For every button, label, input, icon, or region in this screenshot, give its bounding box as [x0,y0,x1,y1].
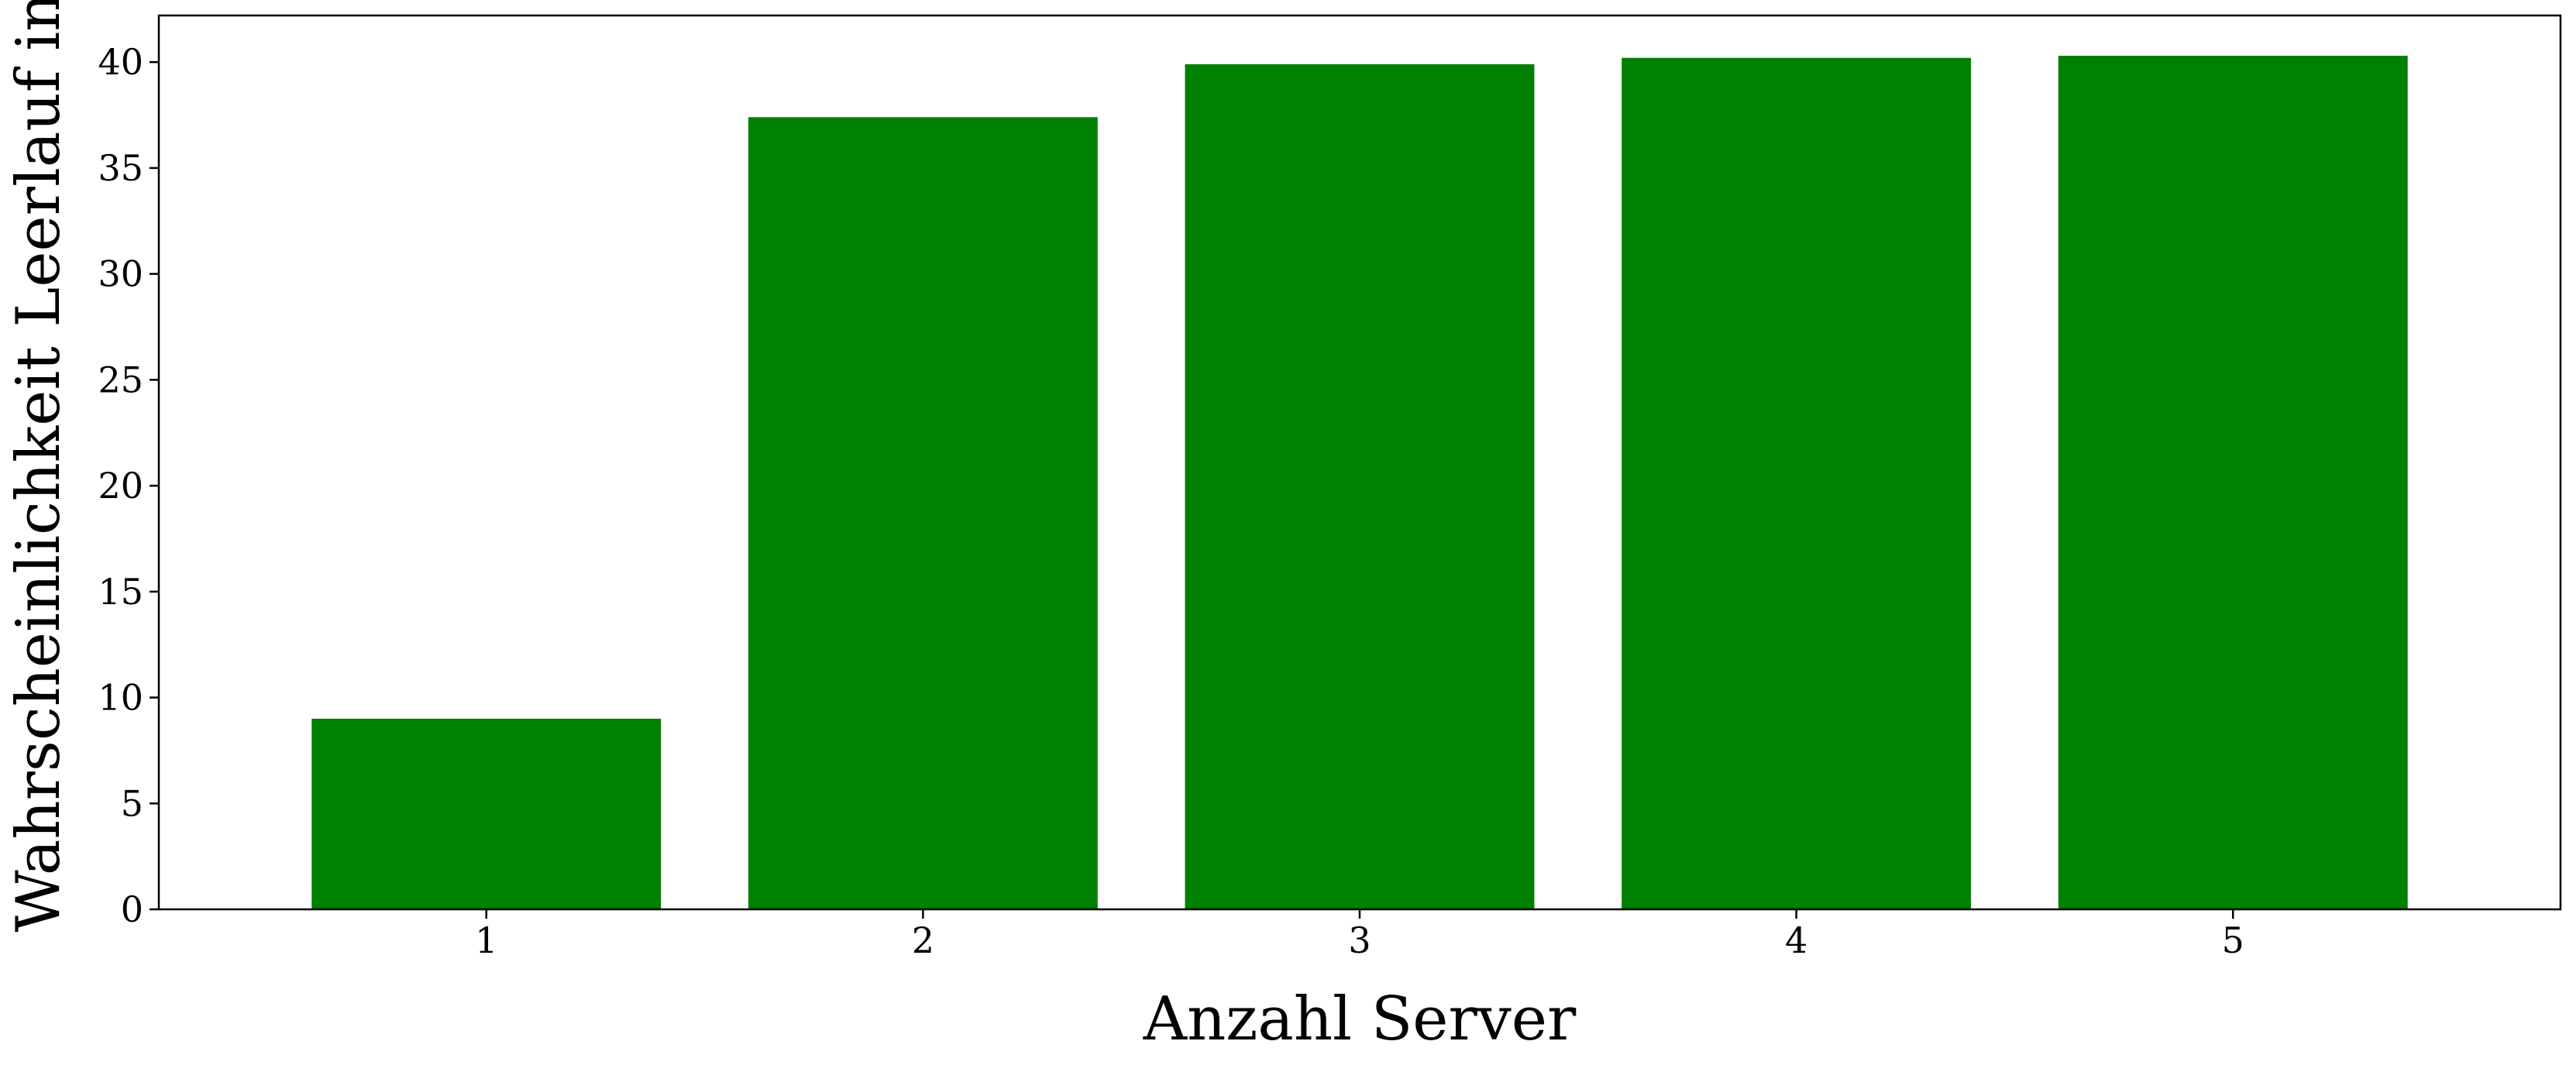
y-tick-label-10: 10 [98,677,143,719]
y-tick-label-35: 35 [98,147,143,189]
y-tick-label-30: 30 [98,253,143,295]
bar-1 [311,718,662,909]
y-tick-label-0: 0 [121,888,143,930]
x-tick-label-5: 5 [2222,919,2244,961]
ticks-layer: 1 2 3 4 5 0 5 10 15 20 25 30 35 40 [98,41,2244,961]
x-tick-label-4: 4 [1785,919,1807,961]
y-tick-label-40: 40 [98,41,143,83]
y-tick-label-15: 15 [98,571,143,613]
bar-4 [1622,57,1972,910]
bar-3 [1185,64,1535,909]
x-axis-title: Anzahl Server [1143,984,1577,1054]
x-tick-label-1: 1 [475,919,497,961]
bar-2 [748,117,1098,909]
y-tick-label-20: 20 [98,465,143,507]
y-tick-label-25: 25 [98,359,143,400]
bar-5 [2058,55,2408,909]
x-tick-label-3: 3 [1348,919,1371,961]
plot-frame [157,14,2562,911]
bars-layer [311,55,2408,910]
x-tick-label-2: 2 [912,919,934,961]
y-tick-label-5: 5 [121,782,143,824]
y-axis-title: Wahrscheinlichkeit Leerlauf in [4,0,74,932]
